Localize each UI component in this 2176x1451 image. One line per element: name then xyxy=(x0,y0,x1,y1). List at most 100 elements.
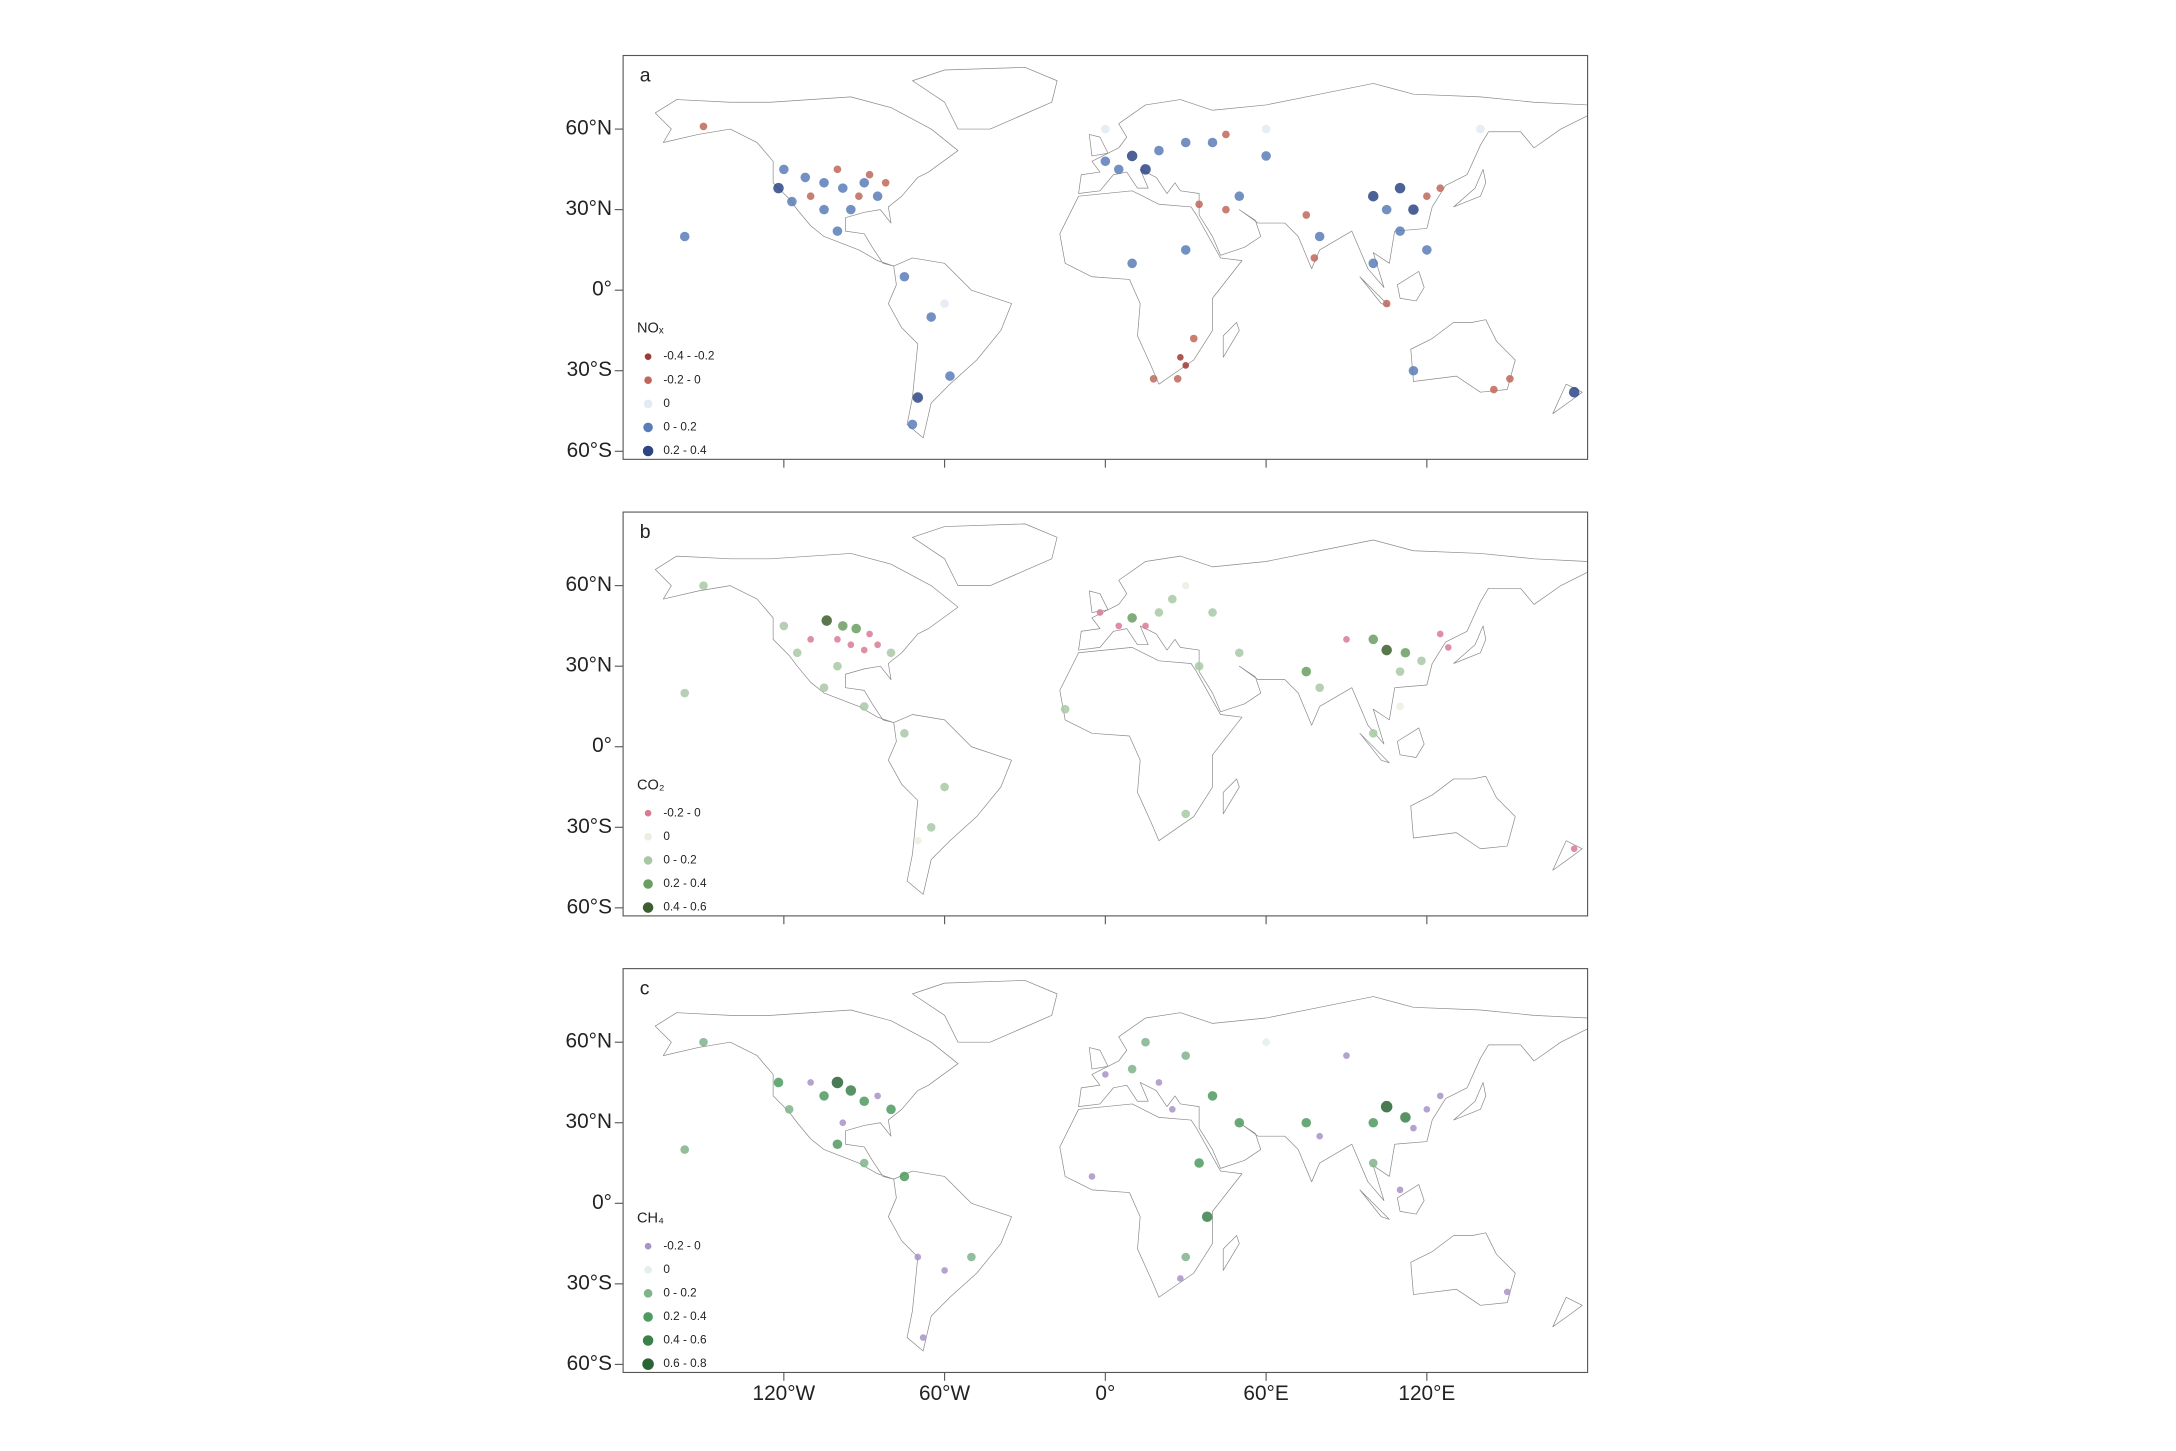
y-tick-label: 0° xyxy=(592,1191,612,1214)
site-point xyxy=(807,1079,814,1086)
site-point xyxy=(1380,1100,1393,1113)
site-point xyxy=(699,122,708,131)
site-point xyxy=(680,1145,690,1154)
site-point xyxy=(881,178,890,187)
legend-swatch xyxy=(644,376,652,385)
site-point xyxy=(1444,644,1452,651)
legend-swatch xyxy=(643,399,653,409)
site-point xyxy=(773,1077,784,1088)
site-point xyxy=(940,299,949,308)
site-point xyxy=(779,621,789,631)
panel-label: a xyxy=(640,64,651,86)
site-point xyxy=(1189,334,1198,343)
site-point xyxy=(1367,190,1379,202)
map-panel: c 60°N 30°N 0° 30°S 60°S 120°W 60°W 0° 60°E 120°E C… xyxy=(566,968,1589,1405)
site-point xyxy=(1408,365,1419,376)
site-point xyxy=(1436,630,1444,638)
site-point xyxy=(1314,231,1325,242)
site-point xyxy=(967,1252,976,1262)
y-tick-label: 60°S xyxy=(567,439,612,462)
site-point xyxy=(1096,609,1104,616)
site-point xyxy=(940,782,949,792)
site-point xyxy=(819,683,829,692)
site-point xyxy=(1177,353,1184,361)
legend-swatch xyxy=(642,1358,654,1370)
legend-label: 0.4 - 0.6 xyxy=(663,901,707,914)
y-tick-label: 30°S xyxy=(567,815,612,838)
site-point xyxy=(1141,1037,1150,1047)
site-point xyxy=(926,822,936,832)
legend-swatch xyxy=(644,1242,652,1250)
site-point xyxy=(1127,258,1137,269)
site-point xyxy=(886,1104,896,1115)
site-point xyxy=(819,204,829,215)
legend-title: CH₄ xyxy=(637,1210,664,1226)
legend-swatch xyxy=(644,832,652,841)
legend-swatch xyxy=(644,353,652,360)
site-point xyxy=(699,1037,708,1047)
legend-label: 0 xyxy=(663,830,670,843)
site-point xyxy=(1422,245,1432,255)
site-point xyxy=(1301,1117,1312,1128)
land xyxy=(654,979,1588,1352)
site-point xyxy=(833,165,842,174)
site-point xyxy=(926,312,936,322)
site-point xyxy=(1155,1079,1163,1086)
site-point xyxy=(859,177,870,188)
site-point xyxy=(1222,130,1230,139)
site-point xyxy=(860,646,868,654)
site-point xyxy=(784,1105,794,1114)
site-point xyxy=(1182,362,1190,369)
legend-swatch xyxy=(643,1312,653,1322)
site-point xyxy=(1423,1105,1431,1113)
legend-swatch xyxy=(643,856,653,865)
site-point xyxy=(1408,204,1419,215)
legend-label: -0.2 - 0 xyxy=(663,1239,701,1252)
site-point xyxy=(1201,1211,1213,1222)
site-point xyxy=(1506,374,1514,383)
site-point xyxy=(1310,254,1319,262)
y-tick-label: 30°S xyxy=(567,1271,612,1294)
site-point xyxy=(1436,1092,1444,1100)
site-point xyxy=(1368,729,1378,738)
site-point xyxy=(855,192,863,201)
site-point xyxy=(1181,1252,1191,1262)
site-point xyxy=(1396,1186,1404,1194)
x-tick-label: 0° xyxy=(1095,1382,1115,1405)
legend-title: CO₂ xyxy=(637,777,665,793)
x-tick-label: 60°E xyxy=(1243,1382,1288,1405)
site-point xyxy=(1368,1117,1379,1128)
site-point xyxy=(679,231,690,242)
site-point xyxy=(1168,594,1177,604)
site-point xyxy=(833,661,842,671)
panel-label: b xyxy=(640,521,651,543)
site-point xyxy=(1181,809,1191,819)
legend-label: 0 xyxy=(663,1263,670,1276)
site-point xyxy=(1400,1112,1411,1123)
site-point xyxy=(1301,666,1312,677)
site-point xyxy=(874,641,881,649)
legend-label: 0.2 - 0.4 xyxy=(663,877,707,890)
site-point xyxy=(859,1096,870,1107)
site-point xyxy=(838,621,848,631)
legend-label: -0.2 - 0 xyxy=(663,806,701,819)
site-point xyxy=(1207,1091,1218,1101)
site-point xyxy=(834,636,841,643)
site-point xyxy=(859,1158,869,1168)
site-point xyxy=(1503,1288,1511,1296)
y-tick-label: 60°S xyxy=(567,895,612,918)
legend-title: NOₓ xyxy=(637,321,664,337)
site-point xyxy=(1181,1051,1191,1060)
site-point xyxy=(866,630,873,638)
site-point xyxy=(1180,137,1191,148)
site-point xyxy=(899,271,910,282)
site-point xyxy=(1396,702,1404,711)
site-point xyxy=(886,648,896,658)
site-point xyxy=(819,1091,829,1101)
legend-swatch xyxy=(643,1289,653,1298)
legend-swatch xyxy=(643,422,653,433)
site-point xyxy=(1173,374,1182,383)
legend-label: -0.4 - -0.2 xyxy=(663,350,714,363)
site-point xyxy=(1180,245,1191,255)
site-point xyxy=(1302,211,1311,219)
